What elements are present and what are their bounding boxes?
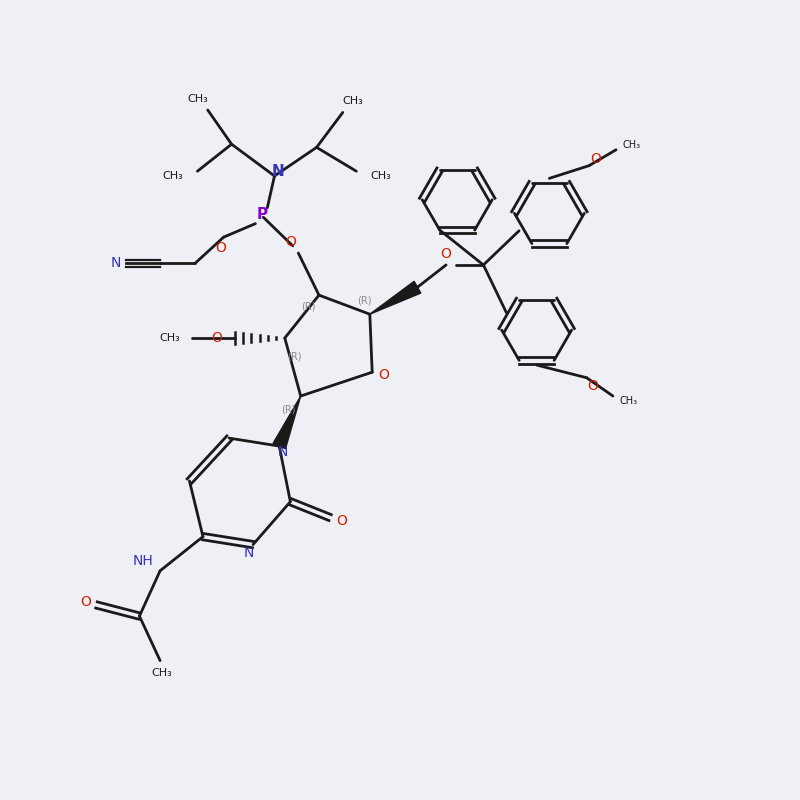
Text: CH₃: CH₃ [162, 171, 183, 181]
Text: O: O [215, 242, 226, 255]
Text: (R): (R) [357, 296, 371, 306]
Text: NH: NH [133, 554, 154, 568]
Text: CH₃: CH₃ [370, 171, 391, 181]
Text: N: N [271, 164, 284, 178]
Text: CH₃: CH₃ [159, 333, 180, 343]
Polygon shape [273, 396, 301, 449]
Text: CH₃: CH₃ [151, 668, 172, 678]
Text: N: N [110, 256, 121, 270]
Text: O: O [211, 331, 222, 345]
Text: O: O [285, 235, 296, 249]
Text: O: O [590, 152, 601, 166]
Text: (R): (R) [302, 302, 316, 311]
Text: O: O [80, 594, 91, 609]
Text: CH₃: CH₃ [188, 94, 209, 104]
Text: CH₃: CH₃ [623, 140, 641, 150]
Text: (R): (R) [282, 405, 296, 414]
Text: N: N [244, 546, 254, 559]
Text: N: N [278, 446, 289, 459]
Text: P: P [256, 206, 267, 222]
Polygon shape [370, 282, 421, 314]
Text: (R): (R) [287, 351, 302, 362]
Text: O: O [588, 378, 598, 393]
Text: O: O [378, 368, 389, 382]
Text: CH₃: CH₃ [620, 396, 638, 406]
Text: O: O [336, 514, 346, 528]
Text: O: O [441, 247, 451, 261]
Text: CH₃: CH₃ [342, 96, 362, 106]
